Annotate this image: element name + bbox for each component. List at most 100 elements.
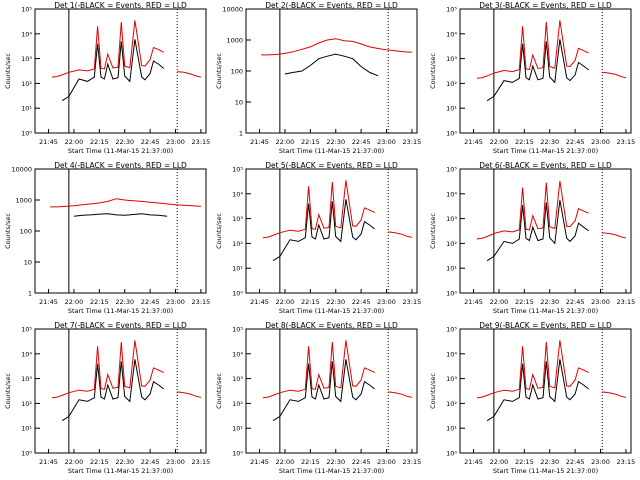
x-tick-label: 22:15	[90, 298, 109, 306]
y-tick-label: 10¹	[21, 425, 32, 433]
y-tick-label: 10⁰	[446, 130, 457, 138]
y-tick-label: 10²	[232, 400, 243, 408]
plot-frame	[245, 328, 418, 454]
x-tick-label: 22:45	[566, 298, 585, 306]
panel-title: Det 9(-BLACK = Events, RED = LLD	[479, 321, 612, 330]
x-tick-label: 23:00	[591, 458, 610, 466]
x-tick-label: 22:15	[515, 298, 534, 306]
y-tick-label: 10⁴	[446, 350, 457, 358]
y-tick-label: 10⁰	[232, 450, 243, 458]
x-tick-label: 23:15	[192, 138, 211, 146]
panel-title: Det 4(-BLACK = Events, RED = LLD	[54, 161, 187, 170]
x-tick-label: 22:30	[115, 298, 134, 306]
series-line-lld	[51, 20, 202, 78]
y-tick-label: 10⁴	[232, 350, 243, 358]
x-tick-label: 23:00	[377, 458, 396, 466]
x-tick-label: 22:45	[141, 298, 160, 306]
panel-2: 21:45 22:00 22:15 22:30 22:45 23:00 23:15 1 10 10…	[215, 1, 421, 155]
y-tick-label: 100	[231, 68, 243, 76]
y-axis-label: Counts/sec	[215, 53, 223, 89]
y-axis-label: Counts/sec	[429, 53, 437, 89]
series-line-events	[486, 39, 589, 102]
panel-title: Det 5(-BLACK = Events, RED = LLD	[265, 161, 398, 170]
x-tick-label: 21:45	[39, 138, 58, 146]
panel-6: 21:45 22:00 22:15 22:30 22:45 23:00 23:15 10⁰ 10…	[429, 161, 635, 315]
y-tick-label: 10⁰	[446, 290, 457, 298]
panel-title: Det 7(-BLACK = Events, RED = LLD	[54, 321, 187, 330]
x-tick-label: 22:15	[301, 458, 320, 466]
x-axis-label: Start Time (11-Mar-15 21:37:00)	[68, 147, 173, 155]
y-tick-label: 10⁰	[21, 450, 32, 458]
x-tick-label: 22:30	[540, 458, 559, 466]
x-axis-label: Start Time (11-Mar-15 21:37:00)	[68, 307, 173, 315]
x-tick-label: 22:30	[540, 298, 559, 306]
y-tick-label: 10⁵	[446, 6, 457, 14]
panel-title: Det 2(-BLACK = Events, RED = LLD	[265, 1, 398, 10]
panel-title: Det 6(-BLACK = Events, RED = LLD	[479, 161, 612, 170]
x-axis-label: Start Time (11-Mar-15 21:37:00)	[493, 147, 598, 155]
plot-frame	[34, 8, 207, 134]
y-tick-label: 10⁴	[446, 190, 457, 198]
x-axis-label: Start Time (11-Mar-15 21:37:00)	[493, 307, 598, 315]
series-line-lld	[262, 340, 413, 399]
x-tick-label: 23:15	[617, 298, 636, 306]
series-line-events	[61, 359, 165, 422]
y-tick-label: 10000	[11, 166, 32, 174]
y-tick-label: 10³	[446, 375, 457, 383]
y-tick-label: 10³	[446, 215, 457, 223]
x-axis-label: Start Time (11-Mar-15 21:37:00)	[68, 467, 173, 475]
series-line-lld	[51, 340, 202, 399]
y-axis-label: Counts/sec	[4, 373, 12, 409]
x-tick-label: 23:15	[403, 138, 422, 146]
series-line-events	[486, 200, 589, 262]
plot-frame	[459, 168, 632, 294]
panel-8: 21:45 22:00 22:15 22:30 22:45 23:00 23:15 10⁰ 10…	[215, 321, 421, 475]
y-tick-label: 10²	[446, 240, 457, 248]
y-axis-label: Counts/sec	[429, 373, 437, 409]
x-tick-label: 22:45	[141, 458, 160, 466]
x-tick-label: 23:00	[166, 298, 185, 306]
x-tick-label: 22:45	[566, 138, 585, 146]
plot-frame	[459, 328, 632, 454]
y-tick-label: 10¹	[21, 105, 32, 113]
x-tick-label: 23:00	[591, 298, 610, 306]
x-tick-label: 23:15	[403, 298, 422, 306]
series-line-events	[272, 359, 376, 422]
x-tick-label: 22:15	[90, 458, 109, 466]
x-tick-label: 23:00	[591, 138, 610, 146]
x-tick-label: 23:00	[377, 138, 396, 146]
x-tick-label: 21:45	[464, 298, 483, 306]
y-tick-label: 10¹	[446, 265, 457, 273]
x-tick-label: 22:00	[65, 298, 84, 306]
series-line-events	[61, 39, 165, 102]
x-tick-label: 21:45	[250, 298, 269, 306]
y-tick-label: 1	[28, 290, 32, 298]
x-tick-label: 23:15	[192, 298, 211, 306]
x-tick-label: 21:45	[250, 138, 269, 146]
panel-4: 21:45 22:00 22:15 22:30 22:45 23:00 23:15 1 10 10…	[4, 161, 210, 315]
y-tick-label: 10²	[446, 80, 457, 88]
x-tick-label: 22:00	[276, 458, 295, 466]
y-tick-label: 10⁰	[446, 450, 457, 458]
x-tick-label: 22:30	[326, 458, 345, 466]
y-tick-label: 10000	[222, 6, 243, 14]
y-tick-label: 10⁴	[21, 350, 32, 358]
plot-frame	[245, 8, 418, 134]
y-tick-label: 10²	[21, 80, 32, 88]
plot-frame	[34, 328, 207, 454]
x-tick-label: 22:15	[90, 138, 109, 146]
panel-7: 21:45 22:00 22:15 22:30 22:45 23:00 23:15 10⁰ 10…	[4, 321, 210, 475]
y-tick-label: 10⁵	[446, 326, 457, 334]
x-axis-label: Start Time (11-Mar-15 21:37:00)	[279, 147, 384, 155]
y-axis-label: Counts/sec	[215, 373, 223, 409]
x-tick-label: 22:15	[301, 138, 320, 146]
panel-title: Det 8(-BLACK = Events, RED = LLD	[265, 321, 398, 330]
series-line-lld	[476, 340, 627, 399]
series-line-lld	[262, 180, 413, 239]
plot-frame	[459, 8, 632, 134]
x-tick-label: 21:45	[39, 298, 58, 306]
x-tick-label: 22:00	[65, 458, 84, 466]
x-tick-label: 22:45	[352, 138, 371, 146]
x-tick-label: 22:00	[276, 138, 295, 146]
y-tick-label: 10⁴	[446, 30, 457, 38]
